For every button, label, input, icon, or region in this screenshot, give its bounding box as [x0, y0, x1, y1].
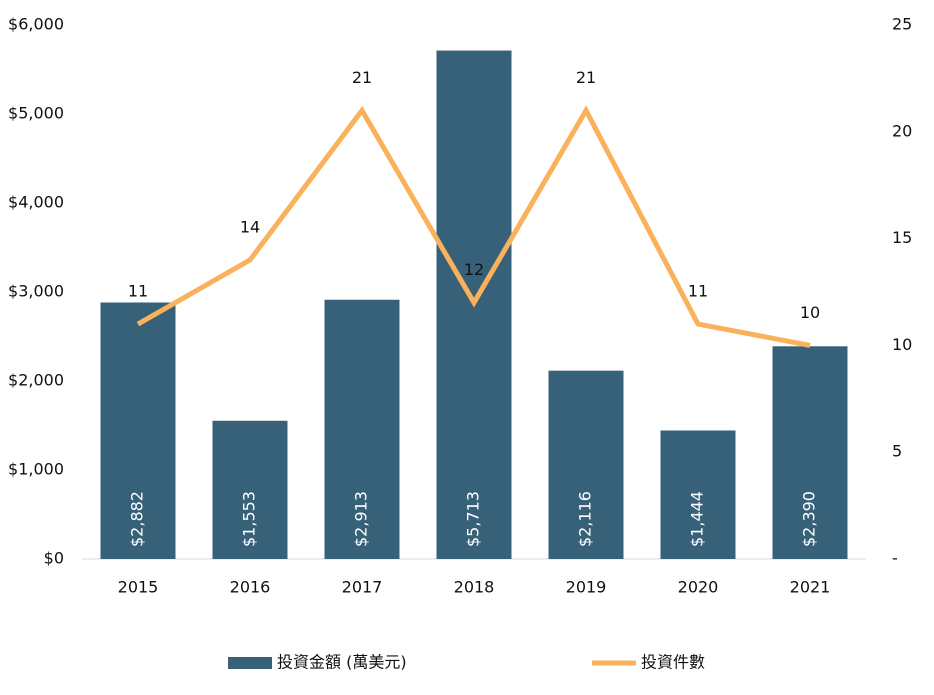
y2-tick-label: 20	[892, 121, 912, 140]
bar	[660, 430, 736, 559]
bar-value-label: $1,553	[240, 491, 259, 547]
line-value-label: 11	[688, 282, 708, 301]
x-tick-label: 2019	[566, 578, 607, 597]
bar	[324, 299, 400, 559]
line	[136, 105, 811, 348]
y2-tick-label: 25	[892, 15, 912, 34]
x-tick-label: 2021	[790, 578, 831, 597]
y2-tick-label: 10	[892, 335, 912, 354]
bar-value-label: $2,913	[352, 491, 371, 547]
y2-tick-label: 15	[892, 228, 912, 247]
y-tick-label: $1,000	[8, 460, 64, 479]
y2-tick-label: -	[892, 549, 898, 568]
line-value-label: 11	[128, 282, 148, 301]
x-tick-label: 2020	[678, 578, 719, 597]
y2-tick-label: 5	[892, 442, 902, 461]
line-value-label: 10	[800, 303, 820, 322]
line-value-label: 21	[576, 68, 596, 87]
bar-value-label: $2,116	[576, 491, 595, 547]
bar	[100, 302, 176, 559]
y-tick-label: $4,000	[8, 193, 64, 212]
x-tick-label: 2015	[118, 578, 159, 597]
x-tick-label: 2018	[454, 578, 495, 597]
x-tick-label: 2017	[342, 578, 383, 597]
y-tick-label: $3,000	[8, 282, 64, 301]
bar-value-label: $1,444	[688, 491, 707, 547]
y-tick-label: $6,000	[8, 15, 64, 34]
bar	[212, 420, 288, 559]
y-tick-label: $5,000	[8, 104, 64, 123]
bar-value-label: $2,390	[800, 491, 819, 547]
line-value-label: 12	[464, 260, 484, 279]
line-value-label: 21	[352, 68, 372, 87]
y-tick-label: $2,000	[8, 371, 64, 390]
bar-value-label: $5,713	[464, 491, 483, 547]
bar	[772, 346, 848, 559]
bar	[548, 370, 624, 559]
legend-swatch	[228, 657, 272, 669]
legend-label: 投資件數	[641, 653, 705, 672]
line-value-label: 14	[240, 217, 260, 236]
bar-value-label: $2,882	[128, 491, 147, 547]
x-tick-label: 2016	[230, 578, 271, 597]
legend-label: 投資金額 (萬美元)	[277, 653, 407, 672]
y-tick-label: $0	[44, 549, 64, 568]
